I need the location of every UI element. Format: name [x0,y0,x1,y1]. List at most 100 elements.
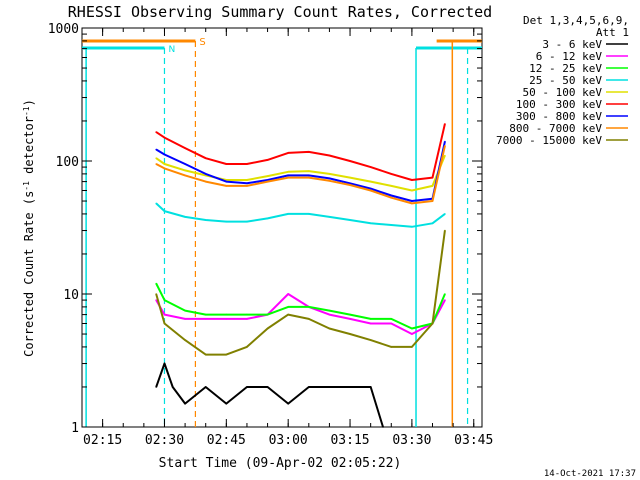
series-point-6-12kev-9 [328,313,331,316]
series-point-100-300kev-8 [308,151,310,153]
series-point-100-300kev-3 [204,157,207,159]
series-point-300-800kev-5 [246,182,248,185]
series-point-3-6kev-10 [328,386,331,388]
legend-label-8: 7000 - 15000 keV [496,134,602,147]
series-point-7000-15000kev-15 [444,229,446,232]
series-point-50-100kev-8 [308,170,310,172]
series-point-3-6kev-0 [155,386,157,388]
series-point-100-300kev-0 [155,131,157,133]
legend-label-5: 100 - 300 keV [516,98,602,111]
series-line-800-7000kev [155,145,446,205]
series-point-800-7000kev-11 [369,189,372,192]
series-point-6-12kev-12 [390,322,393,325]
legend-header-1: Att 1 [596,26,629,39]
series-point-25-50kev-13 [411,226,413,228]
series-point-50-100kev-13 [411,189,413,192]
series-point-800-7000kev-5 [246,185,248,187]
series-point-25-50kev-0 [155,202,157,205]
series-point-50-100kev-6 [266,175,269,177]
series-point-7000-15000kev-10 [349,333,351,335]
series-point-3-6kev-11 [349,386,351,388]
legend-label-1: 6 - 12 keV [536,50,603,63]
y-tick-label-1: 10 [63,288,79,303]
series-point-50-100kev-15 [444,154,446,157]
series-point-800-7000kev-8 [308,176,310,179]
series-point-800-7000kev-6 [266,180,269,183]
series-point-300-800kev-8 [308,174,310,177]
series-point-800-7000kev-12 [390,196,393,199]
series-point-7000-15000kev-9 [328,327,331,330]
series-point-50-100kev-2 [184,169,186,172]
series-point-300-800kev-6 [266,179,269,181]
series-point-100-300kev-9 [328,154,331,157]
series-line-100-300kev [155,123,446,181]
series-point-800-7000kev-14 [431,200,434,202]
series-point-100-300kev-7 [287,152,290,154]
series-point-7000-15000kev-14 [431,322,434,325]
series-point-50-100kev-12 [390,185,393,187]
series-point-12-25kev-10 [349,313,351,316]
series-point-12-25kev-12 [390,318,393,320]
series-point-25-50kev-4 [225,220,228,223]
series-point-6-12kev-0 [155,299,157,301]
series-point-6-12kev-5 [246,318,248,320]
series-point-100-300kev-13 [411,179,413,181]
series-line-300-800kev [155,141,446,202]
series-point-100-300kev-5 [246,163,248,165]
series-point-25-50kev-14 [431,222,434,225]
chart-title: RHESSI Observing Summary Count Rates, Co… [68,3,492,21]
series-point-7000-15000kev-3 [204,353,207,356]
series-point-6-12kev-15 [444,299,446,301]
y-tick-label-2: 100 [56,155,79,170]
series-point-7000-15000kev-13 [411,346,413,348]
series-point-100-300kev-10 [349,160,351,162]
series-point-300-800kev-3 [204,173,207,175]
series-point-800-7000kev-2 [184,174,186,177]
series-point-300-800kev-1 [163,153,166,156]
series-point-300-800kev-10 [349,182,351,185]
series-point-25-50kev-10 [349,219,351,221]
series-point-12-25kev-13 [411,327,413,330]
series-point-300-800kev-12 [390,194,393,197]
legend-label-2: 12 - 25 keV [529,62,602,75]
series-point-6-12kev-1 [163,313,166,316]
series-point-50-100kev-9 [328,173,331,175]
series-point-3-6kev-9 [308,386,310,388]
series-point-6-12kev-11 [369,322,372,325]
axes-layer: 02:15 02:30 02:45 03:00 03:15 03:30 03:45 1 10 10… [48,22,494,448]
series-point-6-12kev-4 [225,318,228,320]
series-point-100-300kev-4 [225,163,228,165]
series-point-12-25kev-6 [266,313,269,316]
series-point-3-6kev-8 [287,402,290,405]
series-point-300-800kev-7 [287,174,290,177]
series-line-7000-15000kev [155,230,446,356]
series-point-800-7000kev-1 [163,167,166,170]
series-point-7000-15000kev-7 [287,313,290,316]
series-line-50-100kev [155,155,446,192]
series-point-100-300kev-11 [369,166,372,168]
series-point-300-800kev-4 [225,180,228,183]
series-point-50-100kev-14 [431,185,434,187]
series-point-100-300kev-12 [390,173,393,175]
x-tick-label-0: 02:15 [83,433,122,448]
x-tick-label-3: 03:00 [269,433,308,448]
series-point-12-25kev-1 [163,299,166,301]
series-point-25-50kev-1 [163,210,166,212]
series-point-3-6kev-4 [204,386,207,388]
series-point-100-300kev-15 [444,123,446,125]
series-point-12-25kev-4 [225,313,228,316]
series-point-7000-15000kev-1 [163,322,166,325]
series-point-6-12kev-2 [184,318,186,320]
legend-label-7: 800 - 7000 keV [509,122,602,135]
series-layer [155,123,446,428]
series-point-50-100kev-7 [287,171,290,173]
series-point-7000-15000kev-11 [369,339,372,341]
night-label: N [168,45,175,55]
legend-label-3: 25 - 50 keV [529,74,602,87]
series-point-800-7000kev-4 [225,185,228,187]
series-point-25-50kev-6 [266,217,269,220]
series-point-12-25kev-11 [369,318,372,320]
series-point-12-25kev-2 [184,309,186,312]
